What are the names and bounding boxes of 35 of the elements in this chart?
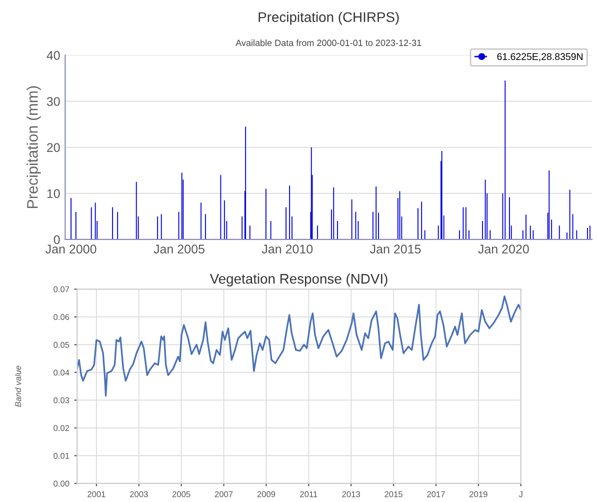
x-tick-label: 2015 [384,491,402,498]
chart-subtitle: Available Data from 2000-01-01 to 2023-12-31 [236,39,422,46]
y-tick-label: 0.01 [54,452,70,459]
y-tick-label: 0.06 [54,314,70,320]
y-axis-title: Precipitation (mm) [26,86,41,208]
y-tick-label: 10 [47,189,60,198]
y-tick-label: 0.04 [54,370,70,376]
x-tick-label: Jan 2020 [478,244,529,254]
y-tick-label: 30 [46,97,60,106]
y-axis-title: Band value [14,366,22,407]
y-tick-label: 0.07 [54,286,70,292]
x-tick-label: 2017 [427,491,445,498]
y-tick-label: 20 [47,143,60,152]
y-tick-label: 40 [46,51,60,60]
x-tick-label: 2019 [470,491,488,498]
x-tick-label: Jan 2015 [370,244,421,254]
x-tick-label: J [518,491,522,498]
x-tick-label: Jan 2005 [154,244,204,254]
y-tick-label: 0 [54,235,60,244]
y-tick-label: 0.02 [54,425,70,432]
x-tick-label: 2011 [300,491,318,498]
chart-title: Precipitation (CHIRPS) [258,12,399,25]
y-tick-label: 0.05 [54,342,70,348]
x-tick-label: Jan 2010 [262,244,313,254]
x-tick-label: Jan 2000 [46,244,96,254]
x-tick-label: 2001 [88,491,106,498]
x-tick-label: 2003 [130,491,148,498]
x-tick-label: 2005 [172,491,190,498]
x-tick-label: 2007 [214,491,233,498]
y-tick-label: 0.03 [54,397,70,404]
x-tick-label: 2013 [342,491,360,498]
x-tick-label: 2009 [257,491,276,498]
legend-label: 61.6225E,28.8359N [497,53,582,62]
chart-title: Vegetation Response (NDVI) [210,274,388,286]
y-tick-label: 0.00 [54,480,70,487]
